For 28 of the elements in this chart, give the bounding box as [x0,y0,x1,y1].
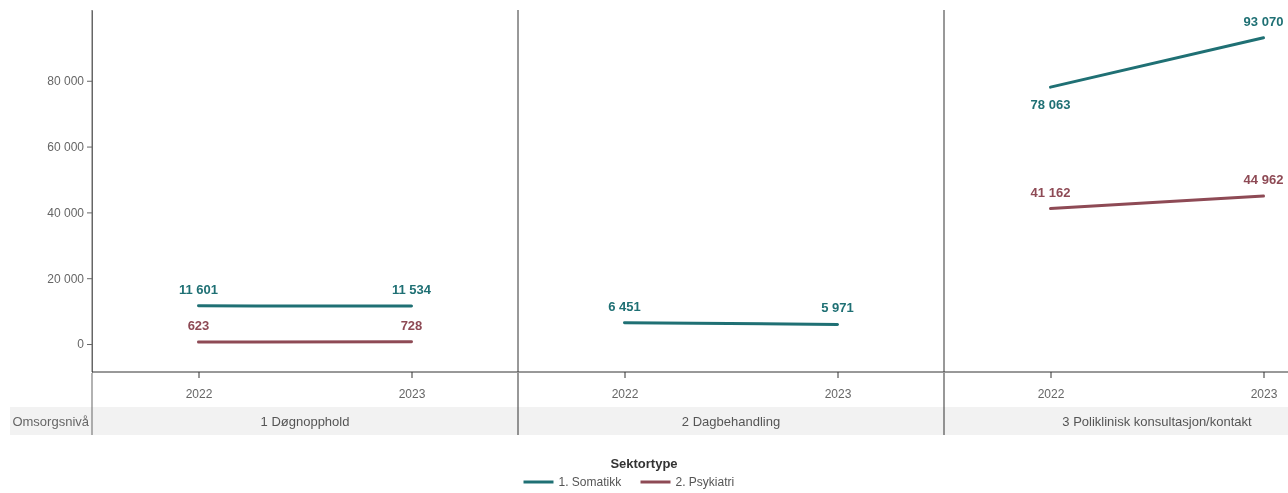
data-label: 5 971 [821,300,854,316]
legend-label: 1. Somatikk [558,475,623,489]
data-label: 623 [187,317,210,333]
x-tick-label: 2023 [824,386,852,401]
legend-title: Sektortype [610,456,678,471]
y-tick-label: 0 [77,337,85,352]
text: 2 Dagbehandling [681,414,781,429]
data-label: 11 534 [391,282,432,298]
data-label: 41 162 [1030,184,1071,200]
text: Omsorgsnivå [12,414,90,429]
text: 1 Døgnopphold [260,414,350,429]
x-tick-label: 2022 [185,386,213,401]
x-tick-label: 2022 [1037,386,1065,401]
x-tick-label: 2023 [398,386,426,401]
y-tick-label: 20 000 [47,271,85,286]
data-label: 6 451 [608,298,641,314]
y-tick-label: 40 000 [47,205,85,220]
data-label: 44 962 [1243,172,1284,188]
data-label: 11 601 [178,281,219,297]
text: 3 Poliklinisk konsultasjon/kontakt [1062,414,1253,429]
y-tick-label: 80 000 [47,74,85,89]
data-label: 78 063 [1030,97,1071,113]
data-label: 728 [400,317,423,333]
x-tick-label: 2023 [1250,386,1278,401]
y-tick-label: 60 000 [47,139,85,154]
legend-label: 2. Psykiatri [675,475,735,489]
x-tick-label: 2022 [611,386,639,401]
data-label: 93 070 [1243,13,1284,29]
